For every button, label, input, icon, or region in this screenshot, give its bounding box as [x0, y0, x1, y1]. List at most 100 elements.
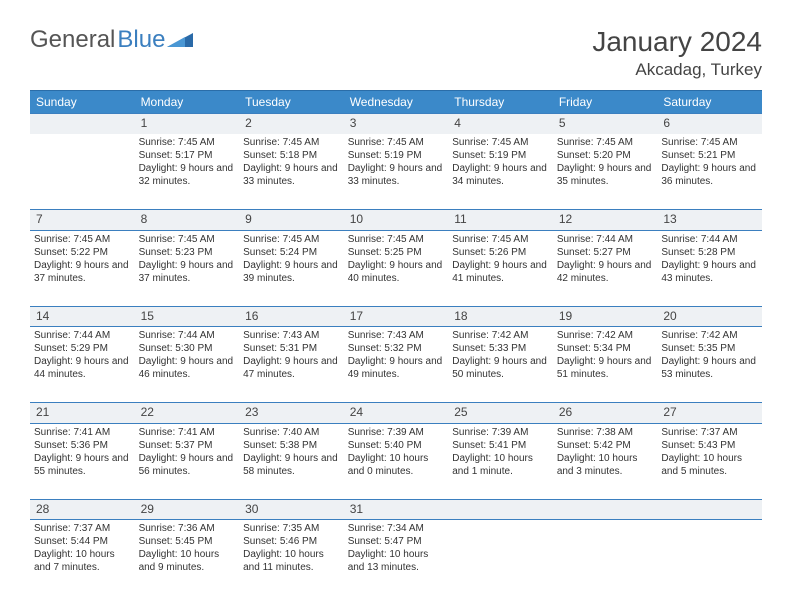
day-number — [448, 499, 553, 520]
day-cell: Sunrise: 7:45 AM Sunset: 5:21 PM Dayligh… — [657, 134, 762, 210]
day-number: 22 — [135, 403, 240, 424]
day-number: 24 — [344, 403, 449, 424]
day-cell-text: Sunrise: 7:44 AM Sunset: 5:28 PM Dayligh… — [661, 233, 758, 285]
day-cell: Sunrise: 7:45 AM Sunset: 5:20 PM Dayligh… — [553, 134, 658, 210]
day-cell-text: Sunrise: 7:43 AM Sunset: 5:31 PM Dayligh… — [243, 329, 340, 381]
location: Akcadag, Turkey — [592, 60, 762, 80]
day-cell: Sunrise: 7:41 AM Sunset: 5:37 PM Dayligh… — [135, 423, 240, 499]
logo-text-general: General — [30, 26, 115, 54]
day-number: 10 — [344, 210, 449, 231]
day-cell-text: Sunrise: 7:36 AM Sunset: 5:45 PM Dayligh… — [139, 522, 236, 574]
day-number: 18 — [448, 306, 553, 327]
day-cell-text: Sunrise: 7:44 AM Sunset: 5:27 PM Dayligh… — [557, 233, 654, 285]
day-cell-text: Sunrise: 7:45 AM Sunset: 5:19 PM Dayligh… — [452, 136, 549, 188]
day-cell: Sunrise: 7:45 AM Sunset: 5:26 PM Dayligh… — [448, 230, 553, 306]
day-number: 31 — [344, 499, 449, 520]
day-header-row: Sunday Monday Tuesday Wednesday Thursday… — [30, 91, 762, 114]
day-cell: Sunrise: 7:45 AM Sunset: 5:19 PM Dayligh… — [448, 134, 553, 210]
day-number: 19 — [553, 306, 658, 327]
logo: GeneralBlue — [30, 26, 193, 54]
day-number: 17 — [344, 306, 449, 327]
day-cell: Sunrise: 7:41 AM Sunset: 5:36 PM Dayligh… — [30, 423, 135, 499]
day-number-row: 14151617181920 — [30, 306, 762, 327]
day-cell-text: Sunrise: 7:45 AM Sunset: 5:21 PM Dayligh… — [661, 136, 758, 188]
day-cell: Sunrise: 7:42 AM Sunset: 5:35 PM Dayligh… — [657, 327, 762, 403]
day-cell: Sunrise: 7:43 AM Sunset: 5:32 PM Dayligh… — [344, 327, 449, 403]
day-header: Wednesday — [344, 91, 449, 114]
day-header: Sunday — [30, 91, 135, 114]
header: GeneralBlue January 2024 Akcadag, Turkey — [30, 26, 762, 80]
day-cell-text: Sunrise: 7:37 AM Sunset: 5:43 PM Dayligh… — [661, 426, 758, 478]
day-cell-text: Sunrise: 7:41 AM Sunset: 5:36 PM Dayligh… — [34, 426, 131, 478]
day-number: 27 — [657, 403, 762, 424]
day-number — [553, 499, 658, 520]
day-cell-text: Sunrise: 7:40 AM Sunset: 5:38 PM Dayligh… — [243, 426, 340, 478]
day-number: 2 — [239, 114, 344, 134]
day-cell: Sunrise: 7:39 AM Sunset: 5:40 PM Dayligh… — [344, 423, 449, 499]
day-number-row: 28293031 — [30, 499, 762, 520]
logo-triangle-icon — [167, 26, 193, 54]
day-cell-text: Sunrise: 7:42 AM Sunset: 5:33 PM Dayligh… — [452, 329, 549, 381]
day-cell-text: Sunrise: 7:43 AM Sunset: 5:32 PM Dayligh… — [348, 329, 445, 381]
day-cell: Sunrise: 7:44 AM Sunset: 5:27 PM Dayligh… — [553, 230, 658, 306]
day-number: 9 — [239, 210, 344, 231]
day-cell: Sunrise: 7:37 AM Sunset: 5:43 PM Dayligh… — [657, 423, 762, 499]
day-header: Thursday — [448, 91, 553, 114]
day-content-row: Sunrise: 7:44 AM Sunset: 5:29 PM Dayligh… — [30, 327, 762, 403]
day-number: 5 — [553, 114, 658, 134]
day-cell-text: Sunrise: 7:39 AM Sunset: 5:40 PM Dayligh… — [348, 426, 445, 478]
day-cell — [30, 134, 135, 210]
day-cell-text: Sunrise: 7:45 AM Sunset: 5:19 PM Dayligh… — [348, 136, 445, 188]
day-cell-text: Sunrise: 7:34 AM Sunset: 5:47 PM Dayligh… — [348, 522, 445, 574]
day-cell: Sunrise: 7:45 AM Sunset: 5:25 PM Dayligh… — [344, 230, 449, 306]
day-content-row: Sunrise: 7:45 AM Sunset: 5:22 PM Dayligh… — [30, 230, 762, 306]
day-number: 23 — [239, 403, 344, 424]
month-title: January 2024 — [592, 26, 762, 58]
day-cell: Sunrise: 7:35 AM Sunset: 5:46 PM Dayligh… — [239, 520, 344, 596]
day-number: 16 — [239, 306, 344, 327]
day-cell-text: Sunrise: 7:42 AM Sunset: 5:34 PM Dayligh… — [557, 329, 654, 381]
day-cell — [448, 520, 553, 596]
day-cell: Sunrise: 7:36 AM Sunset: 5:45 PM Dayligh… — [135, 520, 240, 596]
day-cell-text: Sunrise: 7:35 AM Sunset: 5:46 PM Dayligh… — [243, 522, 340, 574]
day-header: Monday — [135, 91, 240, 114]
day-content-row: Sunrise: 7:37 AM Sunset: 5:44 PM Dayligh… — [30, 520, 762, 596]
day-number: 11 — [448, 210, 553, 231]
day-number — [657, 499, 762, 520]
day-number — [30, 114, 135, 134]
day-content-row: Sunrise: 7:41 AM Sunset: 5:36 PM Dayligh… — [30, 423, 762, 499]
day-number: 15 — [135, 306, 240, 327]
day-number-row: 78910111213 — [30, 210, 762, 231]
calendar-table: Sunday Monday Tuesday Wednesday Thursday… — [30, 90, 762, 596]
day-cell: Sunrise: 7:45 AM Sunset: 5:17 PM Dayligh… — [135, 134, 240, 210]
day-cell: Sunrise: 7:40 AM Sunset: 5:38 PM Dayligh… — [239, 423, 344, 499]
day-number: 29 — [135, 499, 240, 520]
day-number: 14 — [30, 306, 135, 327]
day-number: 6 — [657, 114, 762, 134]
day-cell-text: Sunrise: 7:44 AM Sunset: 5:30 PM Dayligh… — [139, 329, 236, 381]
day-cell: Sunrise: 7:45 AM Sunset: 5:23 PM Dayligh… — [135, 230, 240, 306]
logo-text-blue: Blue — [117, 26, 165, 54]
day-cell-text: Sunrise: 7:45 AM Sunset: 5:25 PM Dayligh… — [348, 233, 445, 285]
day-cell-text: Sunrise: 7:45 AM Sunset: 5:20 PM Dayligh… — [557, 136, 654, 188]
day-cell: Sunrise: 7:45 AM Sunset: 5:18 PM Dayligh… — [239, 134, 344, 210]
day-cell: Sunrise: 7:44 AM Sunset: 5:28 PM Dayligh… — [657, 230, 762, 306]
day-cell-text: Sunrise: 7:45 AM Sunset: 5:22 PM Dayligh… — [34, 233, 131, 285]
day-cell: Sunrise: 7:45 AM Sunset: 5:22 PM Dayligh… — [30, 230, 135, 306]
day-number: 3 — [344, 114, 449, 134]
day-header: Friday — [553, 91, 658, 114]
day-cell: Sunrise: 7:45 AM Sunset: 5:19 PM Dayligh… — [344, 134, 449, 210]
day-number: 1 — [135, 114, 240, 134]
day-cell-text: Sunrise: 7:45 AM Sunset: 5:18 PM Dayligh… — [243, 136, 340, 188]
day-number: 12 — [553, 210, 658, 231]
day-cell: Sunrise: 7:43 AM Sunset: 5:31 PM Dayligh… — [239, 327, 344, 403]
day-cell-text: Sunrise: 7:45 AM Sunset: 5:17 PM Dayligh… — [139, 136, 236, 188]
day-number: 13 — [657, 210, 762, 231]
day-cell: Sunrise: 7:42 AM Sunset: 5:34 PM Dayligh… — [553, 327, 658, 403]
day-content-row: Sunrise: 7:45 AM Sunset: 5:17 PM Dayligh… — [30, 134, 762, 210]
day-header: Tuesday — [239, 91, 344, 114]
title-block: January 2024 Akcadag, Turkey — [592, 26, 762, 80]
day-number: 4 — [448, 114, 553, 134]
day-cell: Sunrise: 7:39 AM Sunset: 5:41 PM Dayligh… — [448, 423, 553, 499]
day-number: 28 — [30, 499, 135, 520]
